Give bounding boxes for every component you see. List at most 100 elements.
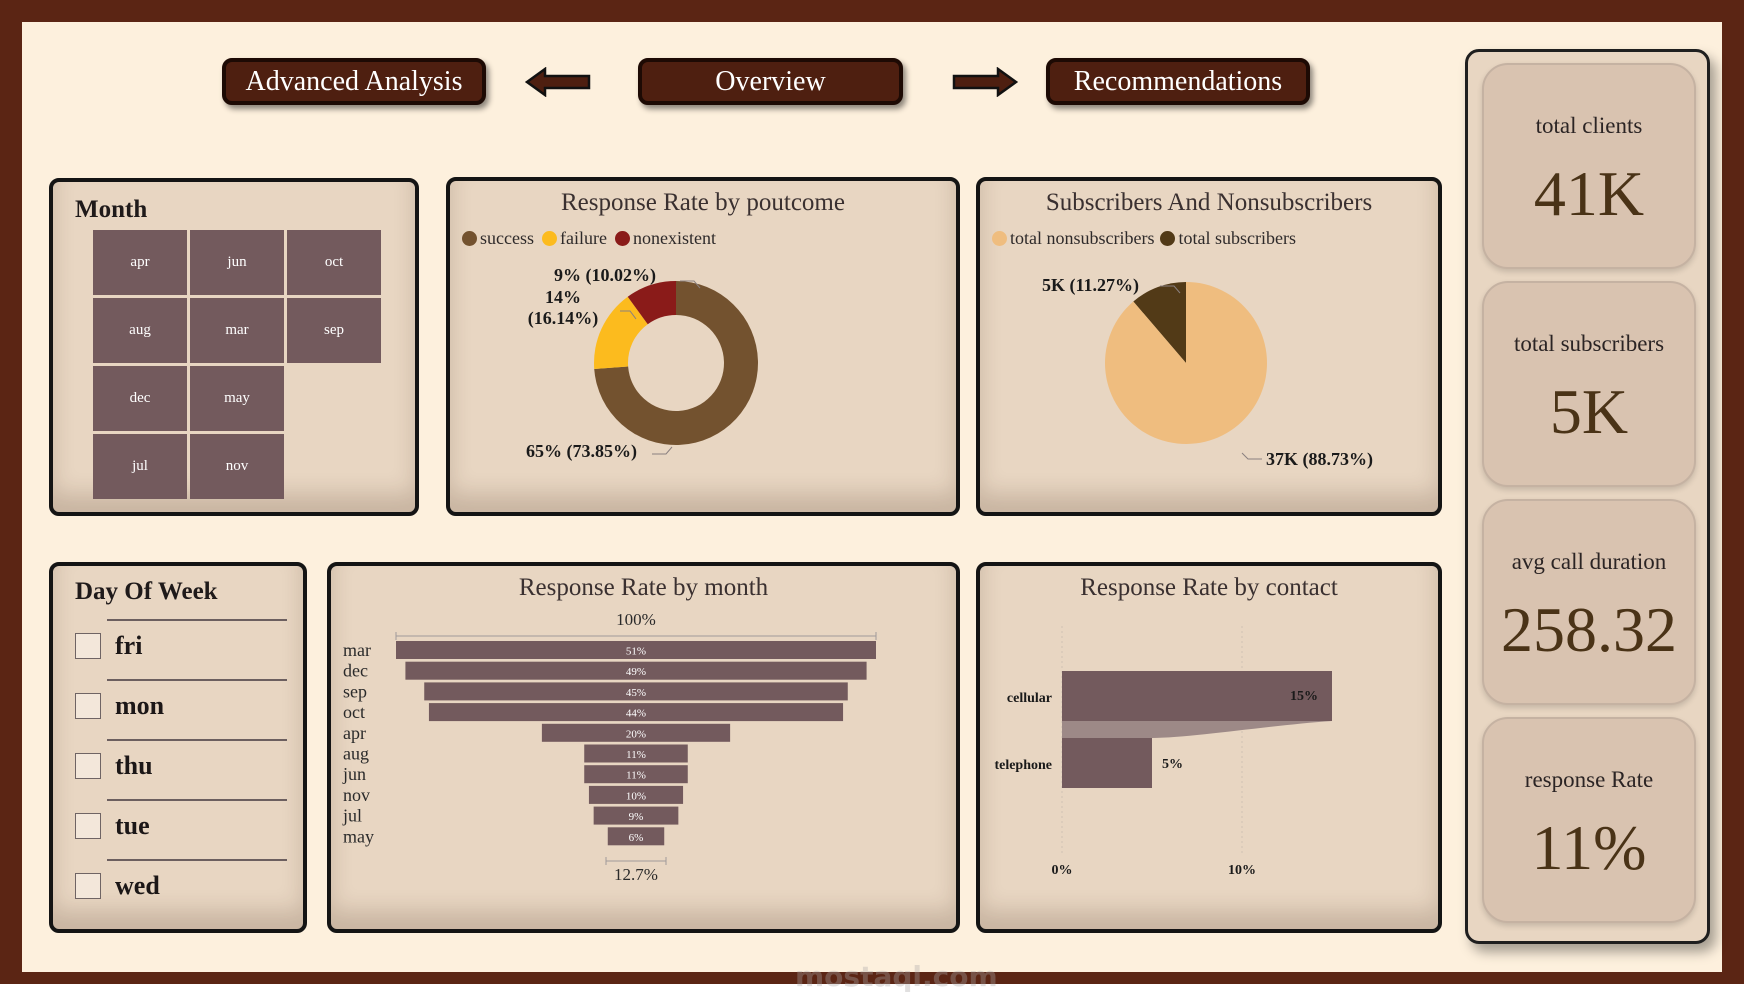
day-slicer-title: Day Of Week xyxy=(75,578,218,605)
donut-slice-failure[interactable] xyxy=(594,296,648,369)
pie-slice-total subscribers[interactable] xyxy=(1133,282,1186,363)
subscribers-chart-card: Subscribers And Nonsubscribers total non… xyxy=(976,177,1442,516)
month-funnel-chart: 100% 51% mar 49% dec 45% sep 44% oct 20% apr 11% au… xyxy=(342,610,877,884)
day-label: thu xyxy=(115,751,153,780)
day-label: tue xyxy=(115,811,150,840)
day-option-mon[interactable]: mon xyxy=(75,679,287,729)
month-tile-jul[interactable]: jul xyxy=(93,434,187,499)
pie-slice-total nonsubscribers[interactable] xyxy=(1105,282,1267,444)
funnel-category-label: sep xyxy=(343,681,367,701)
funnel-bar-apr[interactable] xyxy=(541,723,731,742)
month-funnel-card: Response Rate by month 100% 51% mar 49% dec… xyxy=(327,562,960,933)
day-option-wed[interactable]: wed xyxy=(75,859,287,909)
kpi-panel: total clients 41K total subscribers 5K a… xyxy=(1465,49,1710,944)
month-tile-mar[interactable]: mar xyxy=(190,298,284,363)
funnel-bar-sep[interactable] xyxy=(424,682,848,701)
month-tile-oct[interactable]: oct xyxy=(287,230,381,295)
kpi-avg-call-duration: avg call duration 258.32 xyxy=(1482,499,1696,705)
poutcome-chart-card: Response Rate by poutcome success failur… xyxy=(446,177,960,516)
overview-button[interactable]: Overview xyxy=(638,58,903,105)
funnel-value-label: 51% xyxy=(626,646,646,658)
day-of-week-slicer: Day Of Week fri mon thu tue wed xyxy=(49,562,307,933)
funnel-value-label: 49% xyxy=(626,666,646,678)
day-label: wed xyxy=(115,871,160,900)
checkbox[interactable] xyxy=(75,633,101,659)
funnel-value-label: 10% xyxy=(626,790,646,802)
funnel-category-label: jun xyxy=(342,764,366,784)
month-tile-may[interactable]: may xyxy=(190,366,284,431)
recommendations-button[interactable]: Recommendations xyxy=(1046,58,1310,105)
advanced-analysis-button[interactable]: Advanced Analysis xyxy=(222,58,486,105)
month-tile-aug[interactable]: aug xyxy=(93,298,187,363)
funnel-bar-nov[interactable] xyxy=(588,785,684,804)
poutcome-donut-chart: 9% (10.02%) 14% (16.14%) 65% (73.85%) xyxy=(526,265,758,462)
funnel-category-label: oct xyxy=(343,702,365,722)
month-tile-nov[interactable]: nov xyxy=(190,434,284,499)
subscribers-chart-title: Subscribers And Nonsubscribers xyxy=(1045,189,1373,216)
funnel-value-label: 44% xyxy=(626,708,646,720)
divider xyxy=(107,619,287,621)
day-option-thu[interactable]: thu xyxy=(75,739,287,789)
failure-legend-dot xyxy=(541,231,557,246)
funnel-category-label: apr xyxy=(343,723,366,743)
month-tile-jun[interactable]: jun xyxy=(190,230,284,295)
month-funnel-title: Response Rate by month xyxy=(518,574,769,601)
month-tile-sep[interactable]: sep xyxy=(287,298,381,363)
day-option-tue[interactable]: tue xyxy=(75,799,287,849)
funnel-value-label: 6% xyxy=(629,832,644,844)
kpi-response-rate: response Rate 11% xyxy=(1482,717,1696,923)
funnel-bar-jun[interactable] xyxy=(584,765,688,784)
funnel-bar-aug[interactable] xyxy=(584,744,688,763)
month-tile-apr[interactable]: apr xyxy=(93,230,187,295)
contact-bar-chart: cellular 15% telephone 5% 0% 10% xyxy=(994,626,1332,878)
checkbox[interactable] xyxy=(75,873,101,899)
x-tick-0: 0% xyxy=(1052,863,1073,878)
month-tile-dec[interactable]: dec xyxy=(93,366,187,431)
funnel-bar-jul[interactable] xyxy=(593,806,679,825)
day-label: mon xyxy=(115,691,165,720)
contact-bar-telephone[interactable] xyxy=(1062,738,1152,788)
legend-success: success xyxy=(480,228,534,248)
contact-bar-cellular[interactable] xyxy=(1062,671,1332,721)
right-arrow-icon xyxy=(952,67,1018,97)
funnel-bar-may[interactable] xyxy=(607,827,665,846)
checkbox[interactable] xyxy=(75,693,101,719)
success-legend-dot xyxy=(462,231,477,246)
day-option-fri[interactable]: fri xyxy=(75,619,287,669)
kpi-label: response Rate xyxy=(1524,767,1654,792)
funnel-category-label: mar xyxy=(343,640,371,660)
funnel-top-label: 100% xyxy=(616,610,656,629)
contact-chart-card: Response Rate by contact cellular 15% tele… xyxy=(976,562,1442,933)
kpi-label: total clients xyxy=(1535,113,1643,138)
nonexistent-data-label: 9% (10.02%) xyxy=(554,265,656,286)
nonsubscribers-legend-dot xyxy=(992,231,1007,246)
advanced-analysis-label: Advanced Analysis xyxy=(245,65,463,97)
overview-label: Overview xyxy=(715,65,826,97)
checkbox[interactable] xyxy=(75,753,101,779)
funnel-bar-oct[interactable] xyxy=(428,703,844,722)
divider xyxy=(107,739,287,741)
kpi-value: 5K xyxy=(1549,376,1629,447)
funnel-category-label: dec xyxy=(343,661,368,681)
contact-chart-title: Response Rate by contact xyxy=(1080,574,1338,601)
donut-slice-success[interactable] xyxy=(594,281,758,445)
failure-data-label-line2: (16.14%) xyxy=(528,308,599,329)
subscribers-data-label: 5K (11.27%) xyxy=(1042,275,1139,296)
donut-slice-nonexistent[interactable] xyxy=(627,281,676,325)
funnel-value-label: 11% xyxy=(626,749,646,761)
contact-value-label: 5% xyxy=(1162,757,1183,772)
legend-subscribers: total subscribers xyxy=(1178,228,1296,248)
kpi-value: 41K xyxy=(1533,158,1645,229)
subscribers-pie-chart: 5K (11.27%) 37K (88.73%) xyxy=(1042,275,1373,470)
nonsubscribers-data-label: 37K (88.73%) xyxy=(1266,449,1373,470)
funnel-bar-dec[interactable] xyxy=(405,661,867,680)
dashboard-canvas: Advanced Analysis Overview Recommendatio… xyxy=(22,22,1722,993)
funnel-bottom-label: 12.7% xyxy=(614,865,658,884)
month-slicer-title: Month xyxy=(75,196,148,223)
funnel-bar-mar[interactable] xyxy=(396,641,876,659)
subscribers-legend-dot xyxy=(1160,231,1176,246)
failure-data-label-line1: 14% xyxy=(545,287,581,307)
contact-category-label: cellular xyxy=(1007,691,1052,706)
funnel-category-label: may xyxy=(343,826,374,846)
checkbox[interactable] xyxy=(75,813,101,839)
